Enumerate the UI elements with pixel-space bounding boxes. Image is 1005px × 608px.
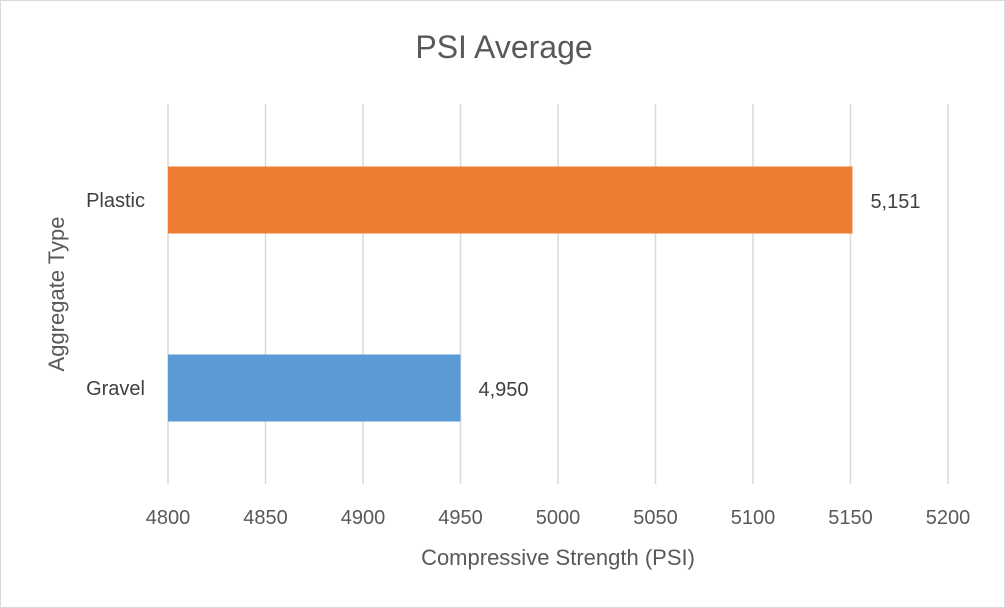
y-axis-categories: Plastic Gravel — [86, 190, 145, 400]
x-axis-title: Compressive Strength (PSI) — [421, 545, 695, 570]
y-axis-title: Aggregate Type — [44, 217, 69, 372]
x-tick-label: 4850 — [243, 507, 288, 529]
bar-plastic — [168, 166, 853, 234]
bar-gravel — [168, 354, 461, 422]
x-tick-label: 5100 — [731, 507, 776, 529]
gridlines — [167, 104, 949, 484]
category-label: Gravel — [86, 378, 145, 400]
x-tick-label: 4900 — [341, 507, 386, 529]
x-tick-label: 5150 — [828, 507, 873, 529]
x-tick-label: 5000 — [536, 507, 581, 529]
data-label: 5,151 — [870, 191, 920, 213]
data-label: 4,950 — [479, 379, 529, 401]
x-tick-label: 5200 — [926, 507, 971, 529]
x-tick-label: 5050 — [633, 507, 678, 529]
x-tick-label: 4950 — [438, 507, 483, 529]
x-tick-label: 4800 — [146, 507, 191, 529]
bars — [168, 166, 853, 422]
data-labels: 5,151 4,950 — [479, 191, 921, 401]
category-label: Plastic — [86, 190, 145, 212]
chart-title: PSI Average — [415, 29, 592, 65]
x-axis-ticks: 4800 4850 4900 4950 5000 5050 5100 5150 5200 — [146, 507, 971, 529]
